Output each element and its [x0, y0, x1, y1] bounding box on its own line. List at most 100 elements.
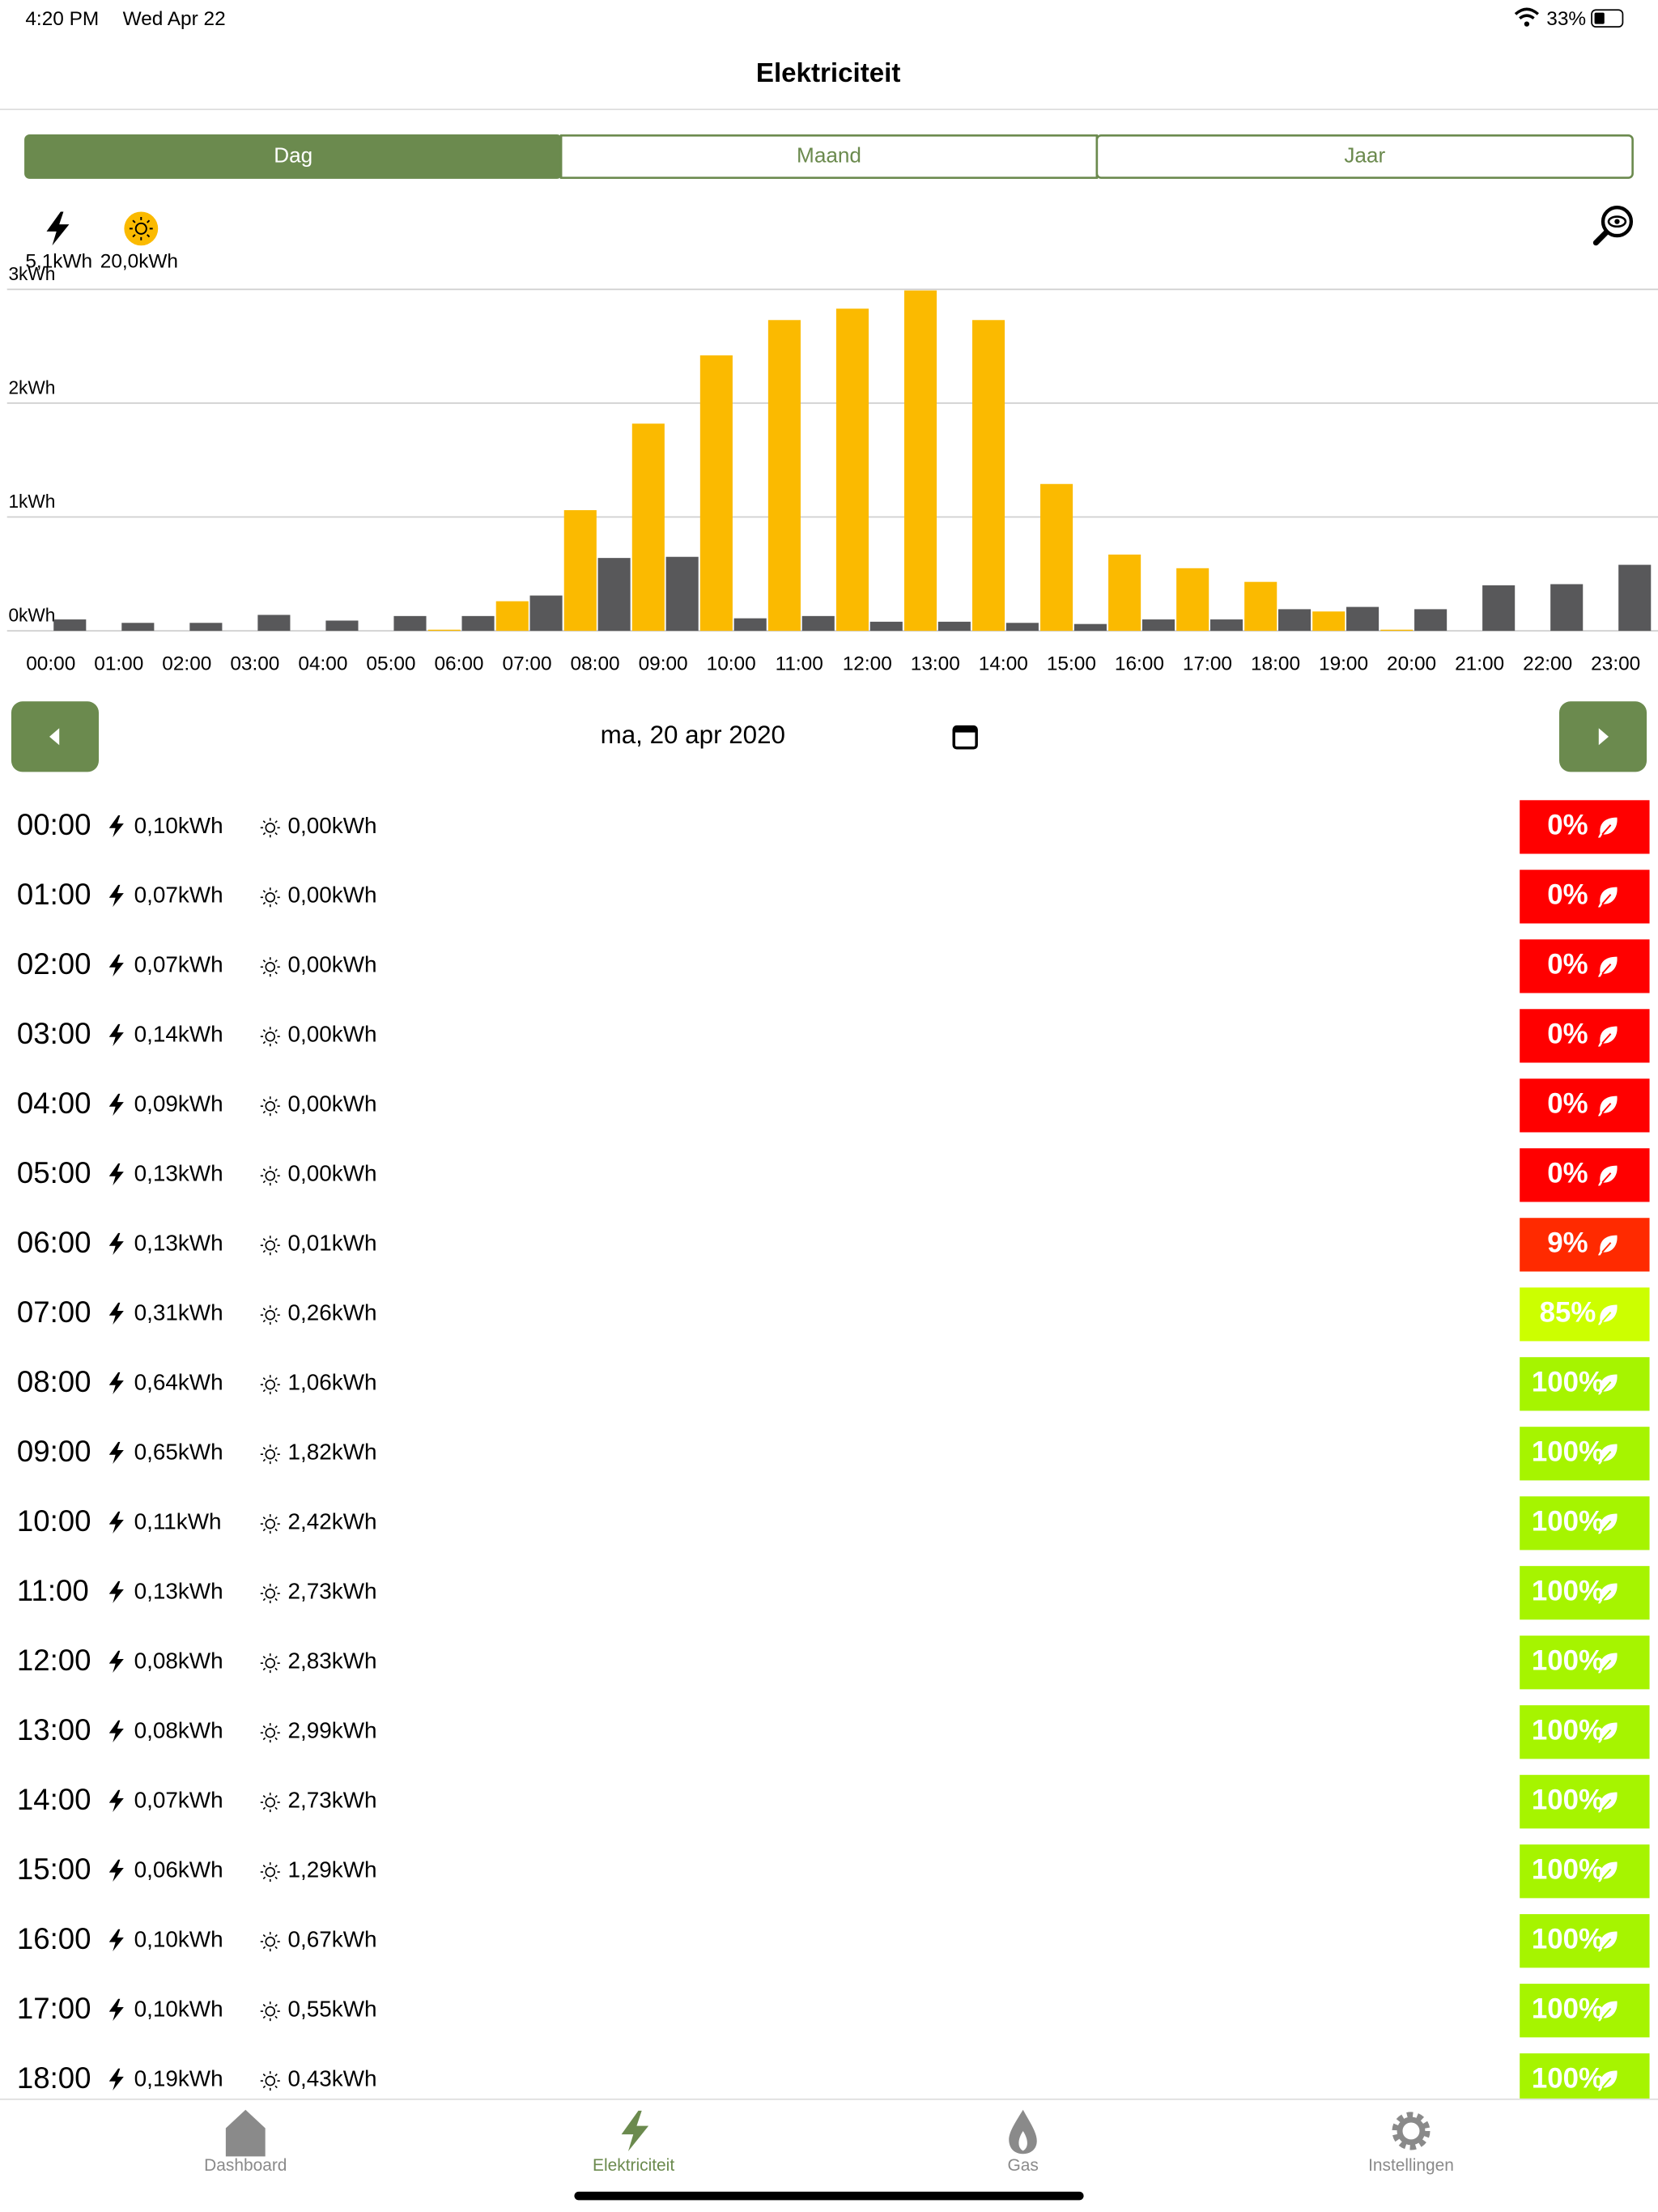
bar	[1040, 483, 1073, 632]
wifi-icon	[1514, 7, 1539, 20]
row-usage: 0,64kWh	[134, 1370, 223, 1395]
green-badge	[1520, 1218, 1650, 1272]
y-tick-label: 3kWh	[8, 263, 55, 284]
zoom-button[interactable]	[1592, 206, 1634, 246]
row-solar: 0,43kWh	[288, 2066, 377, 2091]
tab-label[interactable]: Instellingen	[1368, 2156, 1454, 2175]
row-time: 17:00	[17, 1992, 91, 2025]
tab-label[interactable]: Elektriciteit	[593, 2156, 674, 2175]
row-solar: 2,42kWh	[288, 1509, 377, 1534]
row-usage: 0,10kWh	[134, 1927, 223, 1952]
x-tick-label: 02:00	[162, 653, 211, 674]
green-percent: 9%	[1547, 1227, 1588, 1259]
green-percent: 100%	[1532, 1784, 1604, 1815]
green-badge	[1520, 870, 1650, 924]
row-solar: 2,99kWh	[288, 1718, 377, 1743]
bar	[733, 618, 767, 632]
hour-row: 02:00 0,07kWh 0,00kWh 0%	[17, 939, 1650, 993]
row-usage: 0,65kWh	[134, 1440, 223, 1465]
bar	[1482, 585, 1516, 632]
x-tick-label: 16:00	[1115, 653, 1164, 674]
hour-row: 17:00 0,10kWh 0,55kWh 100%	[17, 1984, 1650, 2038]
x-tick-label: 06:00	[434, 653, 483, 674]
row-usage: 0,11kWh	[134, 1509, 222, 1534]
row-time: 12:00	[17, 1644, 91, 1677]
row-time: 07:00	[17, 1295, 91, 1329]
segment[interactable]	[1095, 134, 1634, 179]
green-percent: 100%	[1532, 1714, 1604, 1746]
bar	[699, 355, 733, 632]
home-indicator	[574, 2191, 1084, 2201]
green-percent: 0%	[1547, 1088, 1588, 1120]
hour-row: 04:00 0,09kWh 0,00kWh 0%	[17, 1078, 1650, 1133]
row-time: 16:00	[17, 1922, 91, 1955]
row-usage: 0,13kWh	[134, 1579, 223, 1604]
bar	[189, 623, 223, 632]
gas-icon	[1009, 2109, 1037, 2155]
bar	[1414, 609, 1448, 632]
x-tick-label: 10:00	[707, 653, 756, 674]
row-solar: 0,67kWh	[288, 1927, 377, 1952]
bar	[1108, 554, 1141, 632]
green-badge	[1520, 1496, 1650, 1551]
row-solar: 0,00kWh	[288, 813, 377, 838]
hour-row: 15:00 0,06kWh 1,29kWh 100%	[17, 1844, 1650, 1899]
status-time: 4:20 PM	[25, 8, 99, 30]
row-usage: 0,31kWh	[134, 1300, 223, 1325]
row-usage: 0,07kWh	[134, 952, 223, 977]
row-solar: 0,01kWh	[288, 1231, 377, 1256]
x-tick-label: 22:00	[1523, 653, 1572, 674]
y-tick-label: 0kWh	[8, 605, 55, 626]
green-badge	[1520, 1009, 1650, 1063]
x-tick-label: 07:00	[503, 653, 552, 674]
green-badge	[1520, 1914, 1650, 1968]
green-badge	[1520, 1844, 1650, 1899]
green-percent: 100%	[1532, 2062, 1604, 2094]
green-badge	[1520, 1427, 1650, 1481]
row-usage: 0,13kWh	[134, 1231, 223, 1256]
green-percent: 100%	[1532, 1644, 1604, 1676]
row-usage: 0,13kWh	[134, 1161, 223, 1186]
row-time: 01:00	[17, 878, 91, 911]
tab-label[interactable]: Gas	[1007, 2156, 1038, 2175]
row-solar: 0,00kWh	[288, 883, 377, 908]
row-usage: 0,10kWh	[134, 813, 223, 838]
battery-percent: 33%	[1546, 8, 1586, 30]
page-title: Elektriciteit	[756, 58, 900, 88]
bar	[1550, 584, 1584, 632]
x-tick-label: 23:00	[1591, 653, 1640, 674]
next-button[interactable]	[1558, 701, 1647, 772]
segmented-control: Dag Maand Jaar	[24, 134, 1634, 179]
green-percent: 100%	[1532, 1505, 1604, 1537]
calendar-button[interactable]	[952, 725, 978, 750]
y-tick-label: 2kWh	[8, 376, 55, 398]
bar	[937, 621, 971, 632]
segment-label: Maand	[797, 143, 861, 167]
x-tick-label: 00:00	[26, 653, 75, 674]
x-tick-label: 09:00	[639, 653, 688, 674]
segment[interactable]	[559, 134, 1099, 179]
solar-icon-bg	[124, 211, 159, 246]
hour-row: 12:00 0,08kWh 2,83kWh 100%	[17, 1636, 1650, 1690]
hour-row: 03:00 0,14kWh 0,00kWh 0%	[17, 1009, 1650, 1063]
prev-button[interactable]	[11, 701, 100, 772]
row-usage: 0,08kWh	[134, 1648, 223, 1674]
row-time: 02:00	[17, 947, 91, 981]
bar	[1244, 581, 1278, 632]
tab-label[interactable]: Dashboard	[204, 2156, 287, 2175]
row-time: 08:00	[17, 1365, 91, 1398]
row-solar: 0,26kWh	[288, 1300, 377, 1325]
x-tick-label: 12:00	[843, 653, 892, 674]
hour-row: 16:00 0,10kWh 0,67kWh 100%	[17, 1914, 1650, 1968]
green-badge	[1520, 1636, 1650, 1690]
row-usage: 0,19kWh	[134, 2066, 223, 2091]
bar	[53, 619, 87, 632]
bar	[1278, 609, 1312, 632]
row-time: 03:00	[17, 1017, 91, 1050]
green-badge	[1520, 1705, 1650, 1759]
row-time: 18:00	[17, 2061, 91, 2095]
bar	[869, 621, 903, 632]
wifi-icon-dot	[1524, 21, 1530, 27]
